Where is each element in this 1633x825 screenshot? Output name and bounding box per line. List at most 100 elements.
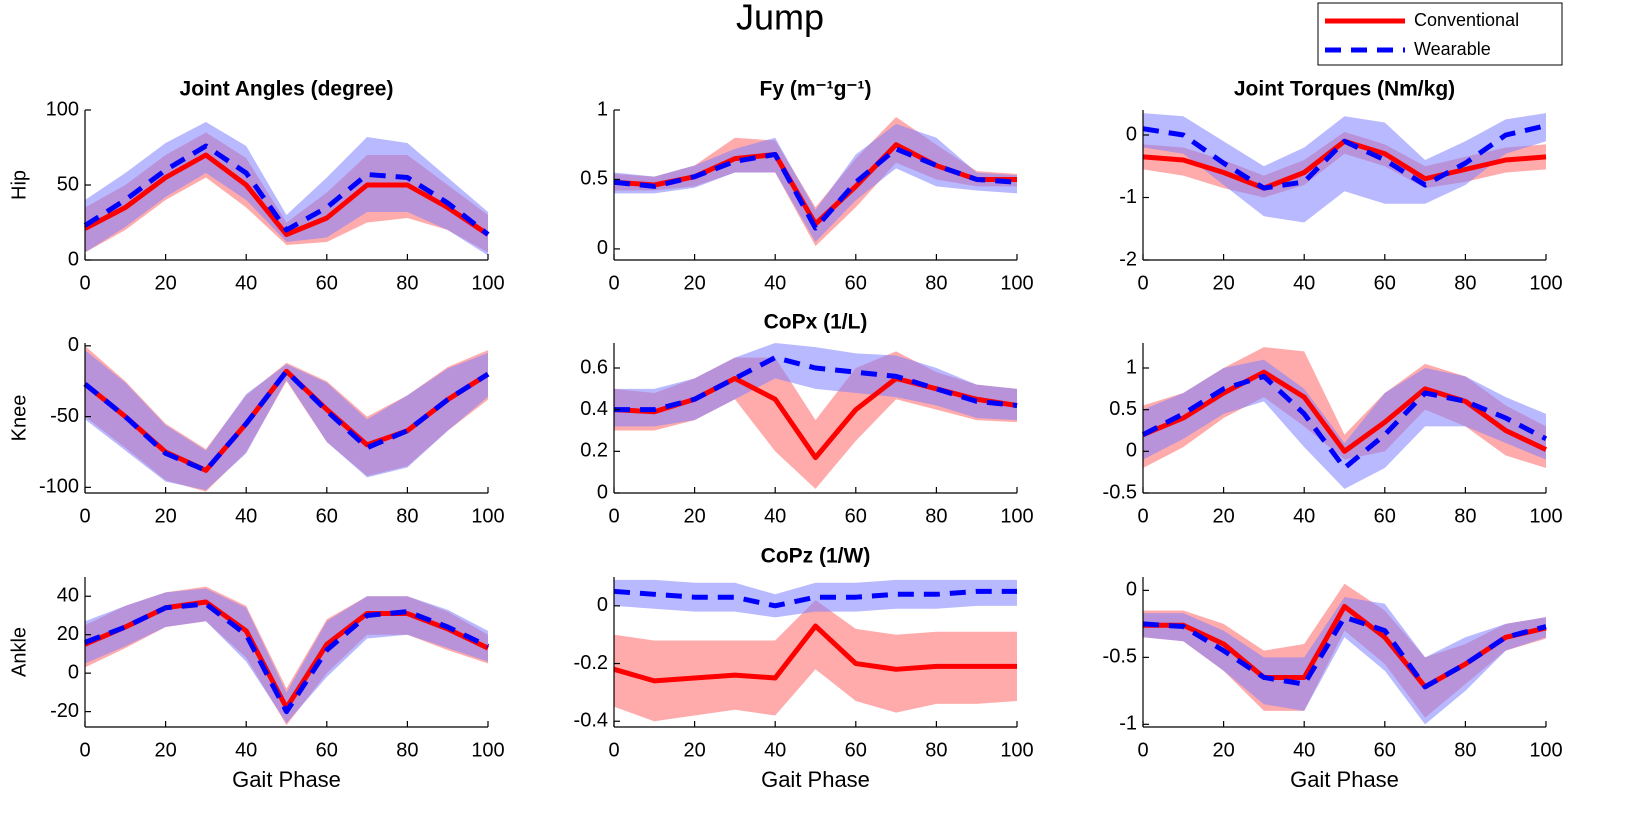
panel-title: Joint Torques (Nm/kg)	[1234, 78, 1455, 101]
mean-line	[613, 146, 1018, 231]
panel-title: Fy (m⁻¹g⁻¹)	[760, 78, 872, 101]
y-tick-label: 1	[597, 98, 608, 120]
x-axis-label: Gait Phase	[761, 767, 870, 792]
x-tick-label: 20	[1212, 739, 1234, 761]
x-tick-label: 40	[235, 272, 257, 294]
y-tick-label: 0	[597, 594, 608, 616]
x-tick-label: 100	[471, 505, 504, 527]
x-tick-label: 0	[608, 272, 619, 294]
y-tick-label: 0.5	[1109, 398, 1137, 420]
x-tick-label: 80	[1454, 739, 1476, 761]
x-tick-label: 0	[608, 505, 619, 527]
x-tick-label: 80	[396, 505, 418, 527]
x-tick-label: 0	[79, 272, 90, 294]
x-tick-label: 60	[316, 272, 338, 294]
x-tick-label: 20	[154, 505, 176, 527]
panel: 0 50 100 0 20 40 60 80 100 Joint Angles (degree) H…	[8, 78, 504, 295]
y-tick-label: 1	[1126, 356, 1137, 378]
x-tick-label: 60	[316, 505, 338, 527]
x-tick-label: 100	[471, 272, 504, 294]
y-tick-label: -0.5	[1103, 481, 1137, 503]
y-axis-label: Hip	[8, 170, 30, 200]
x-tick-label: 100	[1000, 505, 1033, 527]
y-tick-label: 0	[68, 334, 79, 356]
y-tick-label: -100	[39, 476, 79, 498]
x-tick-label: 100	[1529, 739, 1562, 761]
mean-line	[83, 368, 490, 473]
y-tick-label: -2	[1119, 248, 1137, 270]
x-tick-label: 0	[79, 739, 90, 761]
panel: -0.500.510 20 40 60 80 100	[1103, 343, 1563, 527]
x-tick-label: 80	[925, 505, 947, 527]
band	[1143, 113, 1546, 223]
y-tick-label: 0	[68, 248, 79, 270]
x-tick-label: 60	[845, 272, 867, 294]
panel: -2 -1 0 0 20 40 60 80 100 Joint Torques (Nm/kg)	[1119, 78, 1562, 295]
x-tick-label: 20	[1212, 272, 1234, 294]
y-tick-label: -20	[50, 700, 79, 722]
y-tick-label: 20	[57, 623, 79, 645]
x-tick-label: 40	[764, 505, 786, 527]
y-tick-label: 0.4	[580, 398, 608, 420]
x-tick-label: 100	[471, 739, 504, 761]
mean-line	[613, 588, 1017, 609]
x-tick-label: 60	[845, 739, 867, 761]
y-tick-label: 40	[57, 585, 79, 607]
x-tick-label: 40	[235, 739, 257, 761]
panel: 0 0.5 1 0 20 40 60 80 100 Fy (m⁻¹g⁻¹)	[580, 78, 1034, 295]
x-tick-label: 40	[235, 505, 257, 527]
legend: Conventional Wearable	[1317, 2, 1563, 66]
x-tick-label: 80	[1454, 272, 1476, 294]
band	[1143, 359, 1546, 489]
y-tick-label: -1	[1119, 713, 1137, 735]
y-axis-label: Ankle	[8, 627, 30, 677]
x-tick-label: 60	[845, 505, 867, 527]
band	[85, 350, 488, 491]
panel: -0.4 -0.2 0 0 20 40 60 80 100 CoPz (1/W) Gait Phas…	[574, 545, 1034, 792]
panel: 0 0.2 0.4 0.6 0 20 40 60 80 100 CoPx (1/L)	[580, 311, 1034, 528]
x-tick-label: 40	[1293, 272, 1315, 294]
band	[614, 600, 1017, 722]
band	[85, 122, 488, 256]
mean-line	[1142, 369, 1548, 454]
y-tick-label: 0	[597, 237, 608, 259]
mean-line	[613, 623, 1017, 684]
panel-title: CoPz (1/W)	[761, 545, 871, 568]
x-tick-label: 100	[1529, 272, 1562, 294]
x-tick-label: 40	[1293, 505, 1315, 527]
x-tick-label: 40	[1293, 739, 1315, 761]
x-tick-label: 20	[683, 505, 705, 527]
x-tick-label: 80	[396, 272, 418, 294]
y-tick-label: -0.2	[574, 652, 608, 674]
x-tick-label: 0	[79, 505, 90, 527]
x-tick-label: 80	[925, 739, 947, 761]
y-tick-label: 50	[57, 173, 79, 195]
mean-line	[83, 143, 490, 237]
x-axis-label: Gait Phase	[232, 767, 341, 792]
x-tick-label: 100	[1000, 739, 1033, 761]
y-tick-label: 0.6	[580, 356, 608, 378]
y-tick-label: 0	[597, 481, 608, 503]
x-tick-label: 60	[1374, 272, 1396, 294]
x-tick-label: 40	[764, 272, 786, 294]
x-tick-label: 20	[1212, 505, 1234, 527]
y-axis-label: Knee	[8, 395, 30, 442]
x-tick-label: 20	[683, 739, 705, 761]
x-tick-label: 0	[1137, 739, 1148, 761]
x-tick-label: 80	[1454, 505, 1476, 527]
legend-label: Wearable	[1414, 39, 1491, 59]
mean-line	[83, 152, 490, 237]
x-axis-label: Gait Phase	[1290, 767, 1399, 792]
x-tick-label: 20	[683, 272, 705, 294]
y-tick-label: -50	[50, 405, 79, 427]
panel: -100 -50 0 0 20 40 60 80 100 Knee	[8, 334, 504, 527]
y-tick-label: -0.5	[1103, 646, 1137, 668]
y-tick-label: 0	[68, 661, 79, 683]
legend-label: Conventional	[1414, 10, 1519, 30]
x-tick-label: 60	[1374, 739, 1396, 761]
x-tick-label: 100	[1529, 505, 1562, 527]
y-tick-label: 100	[46, 98, 79, 120]
x-tick-label: 20	[154, 739, 176, 761]
